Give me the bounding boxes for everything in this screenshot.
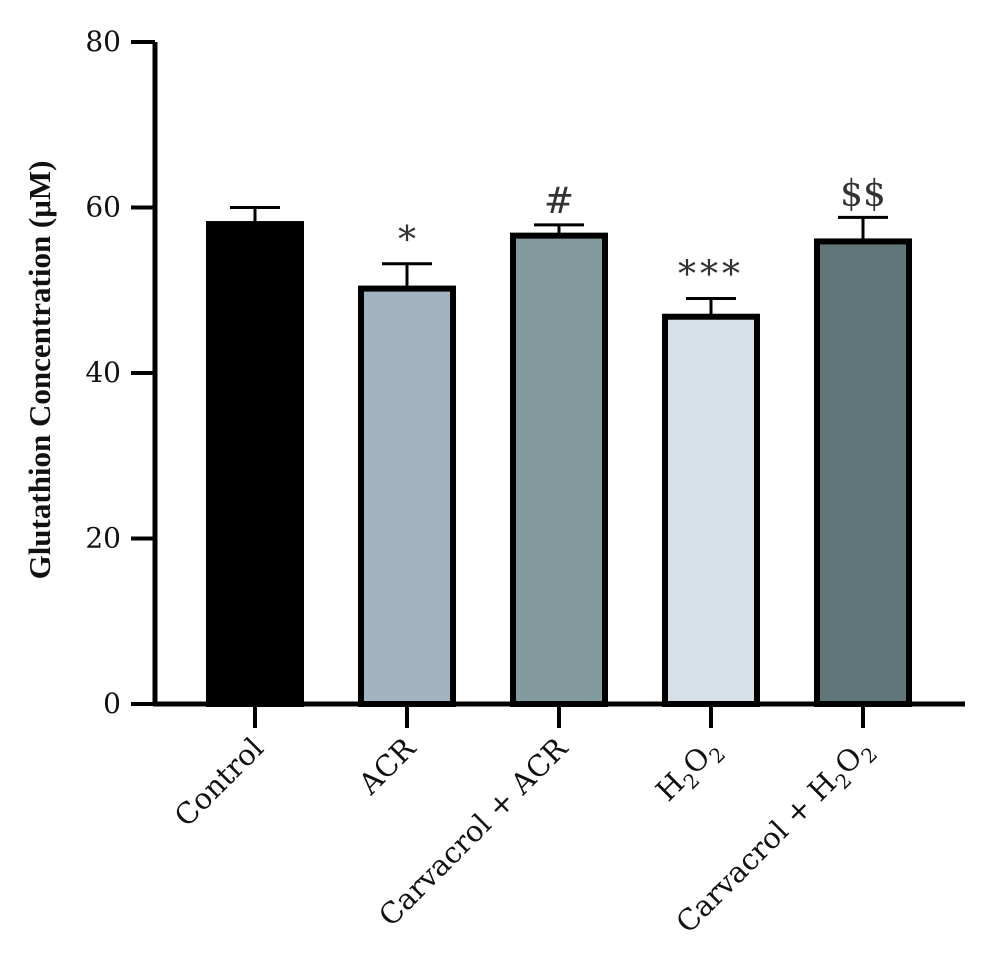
bar	[662, 313, 760, 707]
bar	[206, 221, 304, 708]
significance-mark: *	[398, 220, 416, 261]
error-bars	[230, 206, 888, 317]
significance-marks: * # *** $$	[398, 173, 886, 295]
y-tick-label: 20	[85, 522, 121, 555]
x-tick-label: Control	[168, 731, 270, 833]
bars	[206, 221, 912, 728]
y-tick-label: 60	[85, 191, 121, 224]
significance-mark: $$	[840, 173, 886, 214]
significance-mark: #	[544, 181, 574, 222]
bar	[814, 238, 912, 708]
x-tick-label: H2O2	[649, 731, 730, 812]
bar	[358, 285, 456, 707]
y-tick-label: 0	[103, 687, 121, 720]
significance-mark: ***	[678, 255, 744, 296]
y-axis-label: Glutathion Concentration (μM)	[22, 161, 57, 580]
x-tick-label: ACR	[351, 730, 423, 802]
y-tick-label: 40	[85, 356, 121, 389]
y-tick-label: 80	[85, 25, 121, 58]
bar	[510, 232, 608, 707]
